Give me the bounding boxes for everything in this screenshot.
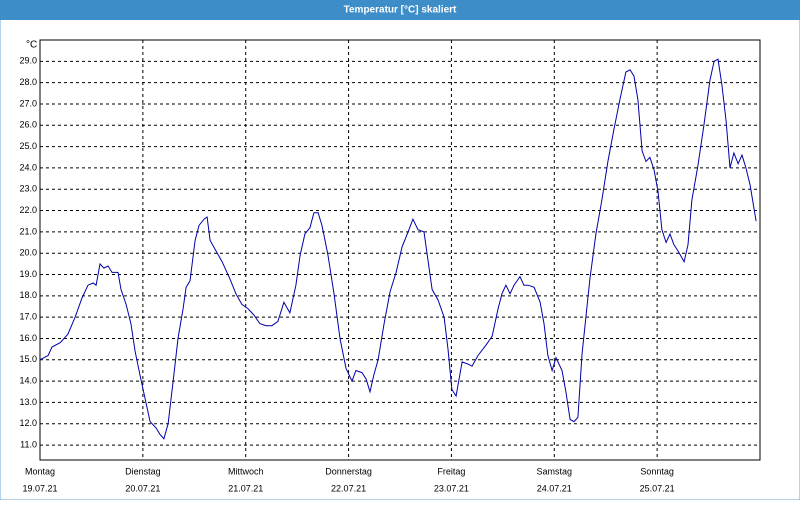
x-tick-date: 22.07.21 <box>331 483 366 493</box>
y-tick-label: 24.0 <box>19 162 37 172</box>
x-tick-date: 24.07.21 <box>537 483 572 493</box>
y-tick-label: 14.0 <box>19 375 37 385</box>
x-tick-date: 23.07.21 <box>434 483 469 493</box>
y-tick-label: 23.0 <box>19 184 37 194</box>
y-tick-label: 12.0 <box>19 418 37 428</box>
y-unit: °C <box>26 40 37 51</box>
y-tick-label: 15.0 <box>19 354 37 364</box>
y-tick-label: 25.0 <box>19 141 37 151</box>
y-tick-label: 22.0 <box>19 205 37 215</box>
x-tick-label: Dienstag <box>125 466 161 476</box>
x-tick-date: 20.07.21 <box>125 483 160 493</box>
chart-title: Temperatur [°C] skaliert <box>344 5 457 16</box>
y-tick-label: 13.0 <box>19 397 37 407</box>
x-tick-label: Mittwoch <box>228 466 264 476</box>
x-tick-label: Freitag <box>437 466 465 476</box>
x-tick-label: Sonntag <box>640 466 674 476</box>
title-bar <box>0 0 800 20</box>
x-tick-label: Donnerstag <box>325 466 372 476</box>
y-tick-label: 27.0 <box>19 98 37 108</box>
y-tick-label: 16.0 <box>19 333 37 343</box>
y-tick-label: 19.0 <box>19 269 37 279</box>
y-tick-label: 26.0 <box>19 120 37 130</box>
y-tick-label: 18.0 <box>19 290 37 300</box>
y-tick-label: 11.0 <box>20 439 37 449</box>
temperature-line <box>39 58 757 440</box>
x-tick-label: Montag <box>25 466 55 476</box>
x-tick-date: 21.07.21 <box>228 483 263 493</box>
y-tick-label: 21.0 <box>19 226 37 236</box>
y-tick-label: 20.0 <box>19 248 37 258</box>
x-tick-label: Samstag <box>537 466 573 476</box>
y-tick-label: 29.0 <box>19 56 37 66</box>
x-tick-date: 25.07.21 <box>640 483 675 493</box>
x-tick-date: 19.07.21 <box>22 483 57 493</box>
y-tick-label: 28.0 <box>19 77 37 87</box>
y-tick-label: 17.0 <box>19 312 37 322</box>
